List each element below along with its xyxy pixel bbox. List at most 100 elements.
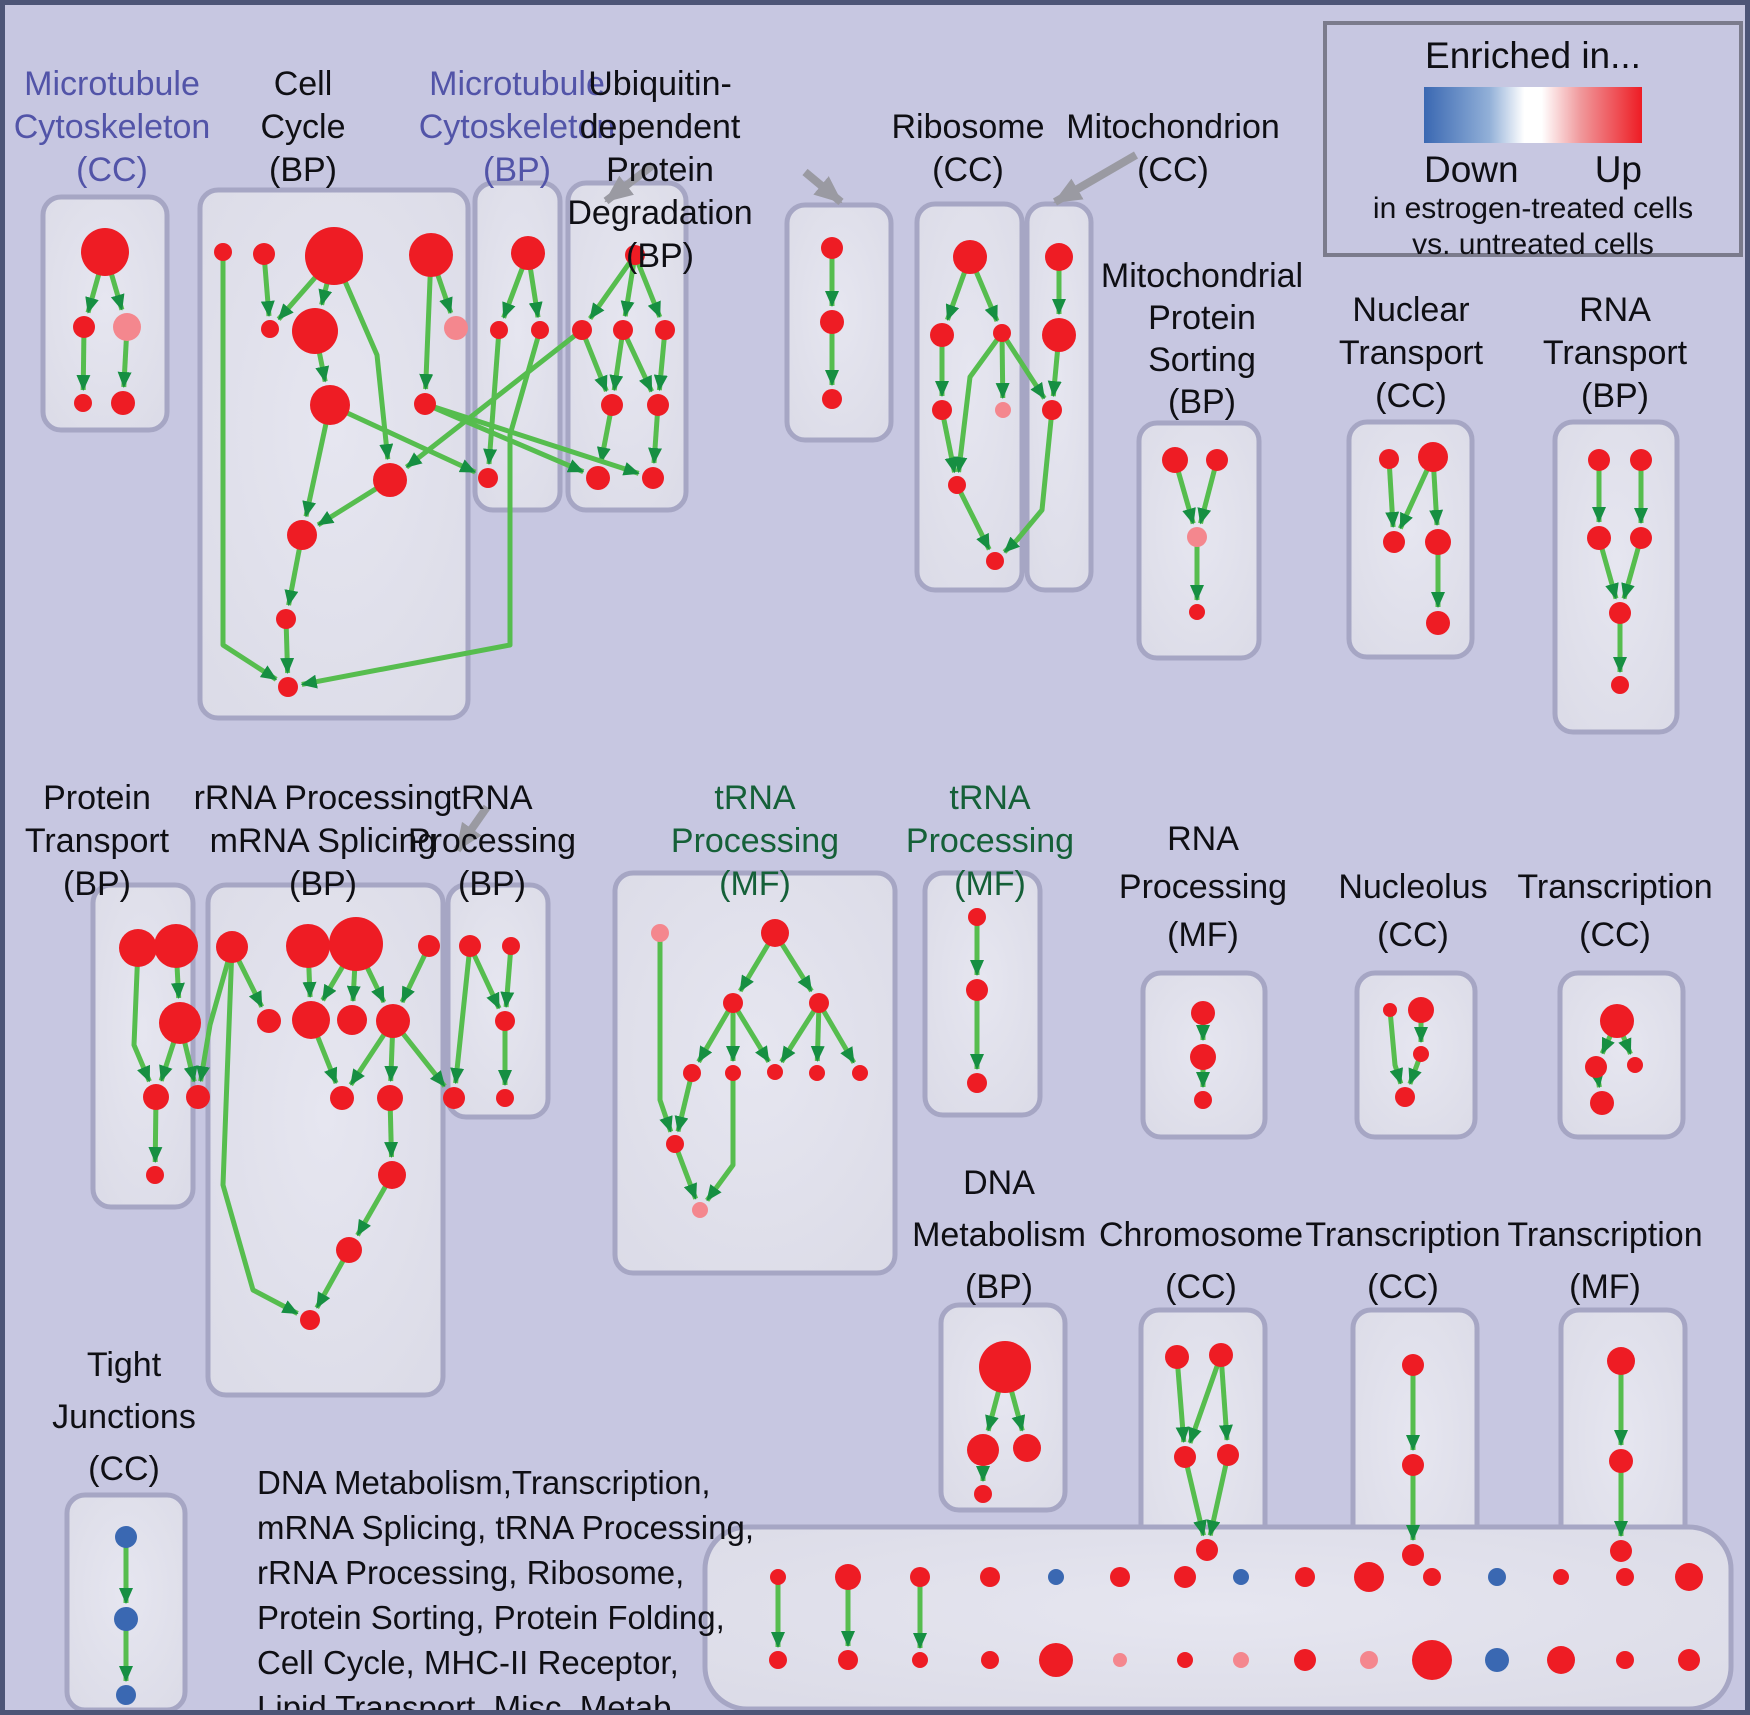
go-term-node — [993, 324, 1011, 342]
group-label-protein-transport: Protein Transport (BP) — [25, 777, 169, 906]
edge — [730, 1001, 771, 1064]
go-term-node — [930, 323, 954, 347]
go-term-node — [601, 394, 623, 416]
group-label-rrna-processing-mrna-splicing: rRNA Processing mRNA Splicing (BP) — [194, 777, 453, 906]
group-label-cell-cycle: Cell Cycle (BP) — [260, 63, 345, 192]
go-term-node — [414, 393, 436, 415]
edge — [419, 254, 434, 390]
go-term-node — [1191, 1001, 1215, 1025]
go-term-node — [1609, 602, 1631, 624]
go-term-node — [1190, 1044, 1216, 1070]
go-term-node — [723, 993, 743, 1013]
go-term-node — [1607, 1347, 1635, 1375]
go-term-node — [490, 321, 508, 339]
go-term-node — [511, 236, 545, 270]
go-term-node — [409, 233, 453, 277]
group-label-microtubule-cc: Microtubule Cytoskeleton (CC) — [14, 63, 211, 192]
group-label-line: (CC) — [1165, 1268, 1237, 1306]
group-label-line: (MF) — [1569, 1268, 1641, 1306]
edge — [196, 946, 235, 1083]
go-term-node — [980, 1567, 1000, 1587]
edge — [1187, 1354, 1224, 1444]
go-term-node — [286, 924, 330, 968]
group-label-line: Degradation — [567, 194, 753, 232]
edge — [1387, 1009, 1404, 1085]
go-term-node — [953, 240, 987, 274]
go-term-node — [586, 466, 610, 490]
go-term-node — [1383, 1003, 1397, 1017]
group-label-line: (CC) — [1579, 916, 1651, 954]
group-label-line: (BP) — [62, 865, 131, 903]
go-term-node — [1588, 449, 1610, 471]
go-term-node — [1402, 1354, 1424, 1376]
legend-box: Enriched in... Down Up in estrogen-treat… — [1323, 21, 1743, 261]
group-label-line: (CC) — [1377, 916, 1449, 954]
go-term-node — [115, 1526, 137, 1548]
go-term-node — [310, 385, 350, 425]
group-label-line: Tight — [86, 1346, 162, 1384]
go-term-node — [278, 677, 298, 697]
go-term-node — [821, 237, 843, 259]
pointer-arrow-icon — [453, 804, 491, 853]
go-term-node — [1042, 318, 1076, 352]
go-term-node — [300, 1310, 320, 1330]
group-label-line: (BP) — [1168, 383, 1236, 421]
go-term-node — [377, 1085, 403, 1111]
go-term-node — [666, 1135, 684, 1153]
edge — [1206, 1454, 1231, 1537]
group-label-line: Microtubule — [24, 65, 200, 103]
go-term-node — [769, 1651, 787, 1669]
go-term-node — [261, 320, 279, 338]
go-term-node — [1395, 1087, 1415, 1107]
go-term-node — [1600, 1004, 1634, 1038]
network-diagram — [40, 151, 1734, 1710]
group-label-chromosome: Chromosome (CC) — [1099, 1209, 1303, 1313]
go-term-node — [1678, 1649, 1700, 1671]
edge — [657, 933, 674, 1133]
go-term-node — [1383, 531, 1405, 553]
go-term-node — [770, 1569, 786, 1585]
go-term-node — [1402, 1454, 1424, 1476]
group-label-line: Chromosome — [1098, 1216, 1304, 1254]
go-term-node — [968, 908, 986, 926]
group-box-rna-transport — [1552, 419, 1680, 735]
group-label-line: (BP) — [626, 237, 694, 275]
go-term-node — [373, 463, 407, 497]
go-term-node — [809, 993, 829, 1013]
group-label-line: tRNA — [949, 779, 1031, 817]
group-label-line: RNA — [1579, 291, 1651, 329]
edge — [999, 331, 1047, 400]
go-term-node — [143, 1084, 169, 1110]
group-label-mitochondrial-protein-sorting: Mitochondrial Protein Sorting (BP) — [1101, 255, 1303, 423]
go-term-node — [809, 1065, 825, 1081]
go-term-node — [81, 228, 129, 276]
go-term-node — [761, 919, 789, 947]
edge — [609, 329, 626, 392]
edge — [620, 328, 654, 393]
go-term-node — [1187, 527, 1207, 547]
go-term-node — [852, 1065, 868, 1081]
go-term-node — [459, 935, 481, 957]
group-label-line: Protein — [1148, 299, 1256, 337]
go-term-node — [159, 1002, 201, 1044]
group-label-line: Cycle — [260, 108, 346, 146]
go-term-node — [1217, 1444, 1239, 1466]
group-label-line: (CC) — [932, 151, 1004, 189]
go-term-node — [531, 321, 549, 339]
legend-subtitle-1: in estrogen-treated cells — [1372, 192, 1694, 225]
go-term-node — [1113, 1653, 1127, 1667]
go-term-node — [376, 1004, 410, 1038]
group-label-line: tRNA — [714, 779, 796, 817]
edge — [939, 409, 959, 474]
group-box-nuclear-transport — [1346, 419, 1475, 660]
go-term-node — [651, 924, 669, 942]
edge — [1002, 409, 1055, 554]
go-term-node — [838, 1650, 858, 1670]
go-term-node — [967, 1073, 987, 1093]
go-term-node — [642, 467, 664, 489]
go-term-node — [1042, 400, 1062, 420]
legend-gradient-bar — [1424, 87, 1642, 143]
group-box-rrna-processing-mrna-splicing — [205, 882, 446, 1398]
edge — [816, 1001, 857, 1064]
